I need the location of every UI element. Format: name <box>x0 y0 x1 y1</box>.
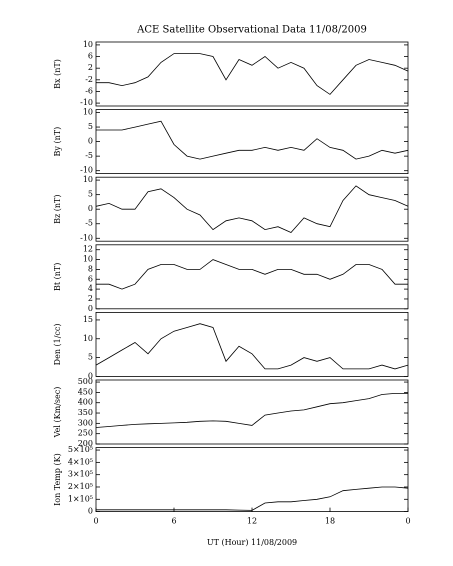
y-axis-label: Vel (Km/sec) <box>53 387 62 439</box>
y-tick-label: -10 <box>80 98 93 107</box>
y-tick-label: 4 <box>88 284 93 293</box>
panel-frame <box>95 41 409 107</box>
y-tick-label: 0 <box>88 137 93 146</box>
y-tick-label: 0 <box>88 204 93 213</box>
y-axis-label: Bt (nT) <box>53 263 62 291</box>
y-tick-label: 5×10⁵ <box>68 445 93 454</box>
y-tick-label: 5 <box>88 353 93 362</box>
y-tick-label: 8 <box>88 264 93 273</box>
y-tick-label: 0 <box>88 371 93 380</box>
y-tick-label: -10 <box>80 233 93 242</box>
y-tick-label: 5 <box>88 122 93 131</box>
y-tick-label: 200 <box>78 439 93 448</box>
y-tick-label: -6 <box>85 86 93 95</box>
x-tick-label: 12 <box>247 517 257 526</box>
panel-frame <box>95 109 409 174</box>
y-tick-label: 300 <box>78 418 93 427</box>
panel-frame <box>95 244 409 310</box>
panel-frame <box>95 311 409 377</box>
data-line <box>96 120 409 160</box>
y-tick-label: 250 <box>78 429 93 438</box>
data-line <box>96 259 408 290</box>
y-tick-label: 1×10⁵ <box>68 494 93 503</box>
y-tick-label: 350 <box>78 408 93 417</box>
y-tick-label: 2 <box>88 63 93 72</box>
x-tick-label: 18 <box>325 517 335 526</box>
y-tick-label: 10 <box>83 108 93 117</box>
data-line <box>96 486 409 511</box>
panel-frame <box>95 379 409 445</box>
y-tick-label: 0 <box>88 507 93 516</box>
y-axis-label: Bx (nT) <box>53 59 62 89</box>
data-line <box>95 323 409 370</box>
y-axis-label: Den (1/cc) <box>53 323 62 365</box>
y-tick-label: 4×10⁵ <box>68 457 93 466</box>
y-tick-label: 5 <box>88 190 93 199</box>
chart-title: ACE Satellite Observational Data 11/08/2… <box>136 25 367 36</box>
panel-frame <box>95 447 409 513</box>
y-axis-label: Bz (nT) <box>53 195 62 224</box>
y-tick-label: 6 <box>88 274 93 283</box>
y-tick-label: 400 <box>78 398 93 407</box>
y-tick-label: 6 <box>88 52 93 61</box>
y-tick-label: 2×10⁵ <box>68 482 93 491</box>
y-tick-label: 10 <box>83 175 93 184</box>
x-tick-label: 0 <box>93 517 98 526</box>
y-tick-label: 500 <box>78 377 93 386</box>
data-line <box>95 185 409 233</box>
y-tick-label: -10 <box>80 166 93 175</box>
y-tick-label: -5 <box>85 151 93 160</box>
y-axis-label: Ion Temp (K) <box>53 453 62 506</box>
y-tick-label: 10 <box>83 40 93 49</box>
y-axis-label: By (nT) <box>53 127 62 157</box>
y-tick-label: 0 <box>88 304 93 313</box>
x-tick-label: 0 <box>405 517 410 526</box>
y-tick-label: -5 <box>85 219 93 228</box>
y-tick-label: 450 <box>78 387 93 396</box>
data-line <box>95 393 408 428</box>
panel-frame <box>95 176 409 242</box>
y-tick-label: 3×10⁵ <box>68 470 93 479</box>
y-tick-label: -2 <box>85 75 93 84</box>
x-axis-label: UT (Hour) 11/08/2009 <box>207 538 297 547</box>
y-tick-label: 12 <box>83 245 93 254</box>
y-tick-label: 10 <box>83 334 93 343</box>
x-tick-label: 6 <box>171 517 176 526</box>
y-tick-label: 10 <box>83 255 93 264</box>
y-tick-label: 2 <box>88 294 93 303</box>
y-tick-label: 15 <box>83 315 93 324</box>
data-line <box>96 53 409 95</box>
